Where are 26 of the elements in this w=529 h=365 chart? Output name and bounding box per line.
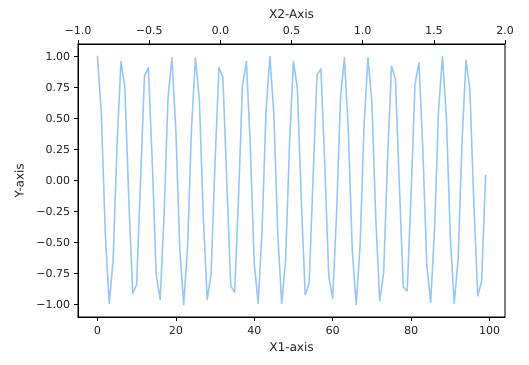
- x-tick-label: 0: [94, 324, 101, 337]
- y-tick-label: 0.25: [46, 142, 70, 156]
- x2-tick-label: 0.0: [212, 24, 230, 37]
- x-tick-label: 20: [168, 324, 183, 337]
- x-tick-label: 80: [404, 324, 418, 337]
- x-tick-label: 60: [326, 324, 340, 337]
- y-tick-label: 0.00: [46, 174, 70, 187]
- y-tick-label: −0.25: [36, 205, 70, 218]
- line-series: [96, 56, 486, 306]
- x-axis-title: X1-axis: [269, 340, 314, 354]
- x-tick-label: 100: [479, 324, 500, 337]
- x2-tick-label: −1.0: [64, 24, 92, 37]
- x-tick-label: 40: [247, 324, 262, 337]
- y-axis-title: Y-axis: [12, 163, 26, 199]
- y-tick-label: 1.00: [46, 50, 70, 63]
- y-tick-label: −0.50: [36, 236, 70, 250]
- y-tick-label: −0.75: [36, 267, 70, 280]
- x2-tick-label: 2.0: [496, 24, 514, 37]
- x2-tick-label: −0.5: [136, 24, 163, 37]
- x2-tick-label: 1.5: [425, 24, 443, 37]
- x2-tick-label: 1.0: [354, 24, 372, 37]
- x2-axis-title: X2-Axis: [269, 7, 314, 22]
- x2-tick-label: 0.5: [282, 24, 300, 37]
- y-tick-label: 0.50: [46, 112, 70, 125]
- y-tick-label: 0.75: [46, 80, 70, 94]
- y-tick-label: −1.00: [36, 298, 70, 312]
